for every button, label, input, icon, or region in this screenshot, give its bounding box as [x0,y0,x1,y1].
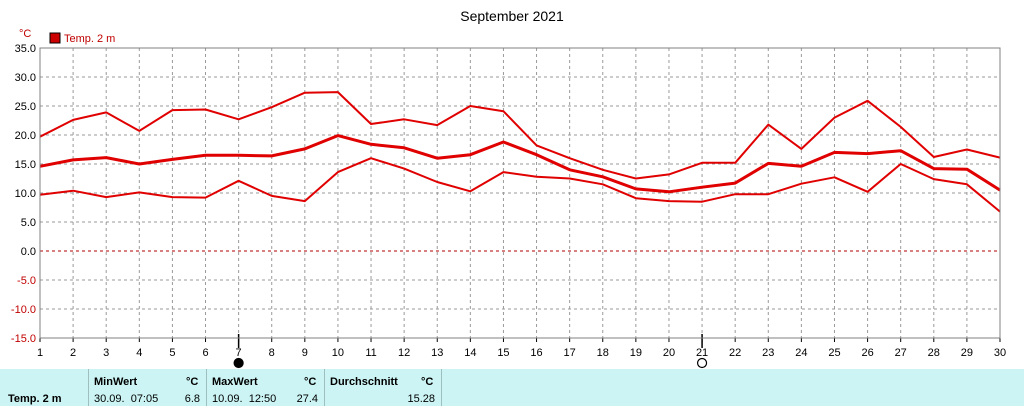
x-tick-label: 9 [302,347,308,359]
min-value: 6.8 [184,393,200,405]
max-unit: °C [304,376,317,388]
max-datetime: 10.09. 12:50 [212,393,277,405]
x-tick-label: 8 [269,347,275,359]
x-tick-label: 12 [398,347,410,359]
x-tick-label: 20 [663,347,675,359]
x-tick-label: 1 [37,347,43,359]
x-axis-ticks: 1 2 3 4 5 6 7 8 9 10 11 12 13 14 15 16 17 18 19 20 21 22 23 24 2… [37,338,1006,359]
series-line-mean [39,134,1001,194]
x-tick-label: 17 [564,347,576,359]
x-tick-label: 4 [136,347,142,359]
x-tick-label: 24 [795,347,807,359]
x-tick-label: 25 [828,347,840,359]
x-tick-label: 16 [530,347,542,359]
y-tick-label: -15.0 [11,333,36,345]
avg-unit: °C [421,376,434,388]
x-tick-label: 5 [169,347,175,359]
y-tick-label: 30.0 [15,72,36,84]
x-tick-label: 22 [729,347,741,359]
chart-title: September 2021 [460,8,564,24]
legend-swatch [49,32,61,44]
y-tick-label: 0.0 [21,246,36,258]
x-tick-label: 6 [202,347,208,359]
avg-value: 15.28 [407,393,435,405]
min-unit: °C [186,376,199,388]
new-moon-icon [696,357,708,369]
x-tick-label: 23 [762,347,774,359]
y-tick-label: 35.0 [15,43,36,55]
temperature-chart: September 2021 °C Temp. 2 m 35.030.025.0… [11,8,1006,369]
max-value: 27.4 [296,393,318,405]
x-tick-label: 18 [597,347,609,359]
x-tick-label: 2 [70,347,76,359]
grid-lines [40,48,1000,338]
x-tick-label: 19 [630,347,642,359]
x-tick-label: 29 [961,347,973,359]
stats-divider [88,369,89,406]
avg-header: Durchschnitt [330,376,398,388]
x-tick-label: 21 [696,347,708,359]
x-tick-label: 14 [464,347,476,359]
full-moon-icon [233,357,244,369]
min-header: MinWert [94,376,138,388]
moon-markers [233,334,708,369]
x-tick-label: 11 [365,347,376,359]
data-series [39,91,1001,213]
y-tick-label: 15.0 [15,159,36,171]
x-tick-label: 7 [236,347,242,359]
x-tick-label: 28 [928,347,940,359]
series-line-max [39,91,1001,180]
x-tick-label: 3 [103,347,109,359]
statistics-bar: Temp. 2 m MinWert °C 30.09. 07:05 6.8 Ma… [0,369,1024,406]
y-tick-label: 5.0 [21,217,36,229]
x-tick-label: 13 [431,347,443,359]
y-tick-label: 25.0 [15,101,36,113]
x-tick-label: 27 [895,347,907,359]
plot-frame [39,47,1001,339]
min-datetime: 30.09. 07:05 [94,393,159,405]
y-axis-unit: °C [19,28,31,40]
x-tick-label: 10 [332,347,344,359]
max-header: MaxWert [212,376,258,388]
y-tick-label: 10.0 [15,188,36,200]
stats-series-label: Temp. 2 m [8,393,62,405]
legend-label: Temp. 2 m [64,33,115,45]
y-tick-label: -10.0 [11,304,36,316]
x-tick-label: 30 [994,347,1006,359]
y-tick-label: 20.0 [15,130,36,142]
series-line-min [39,157,1001,213]
stats-divider [206,369,207,406]
stats-divider [324,369,325,406]
x-tick-label: 15 [497,347,509,359]
y-axis-ticks: 35.0 30.0 25.0 20.0 15.0 10.0 5.0 0.0 -5.0 -10.0 -… [11,43,36,345]
x-tick-label: 26 [861,347,873,359]
stats-divider [441,369,442,406]
y-tick-label: -5.0 [17,275,36,287]
